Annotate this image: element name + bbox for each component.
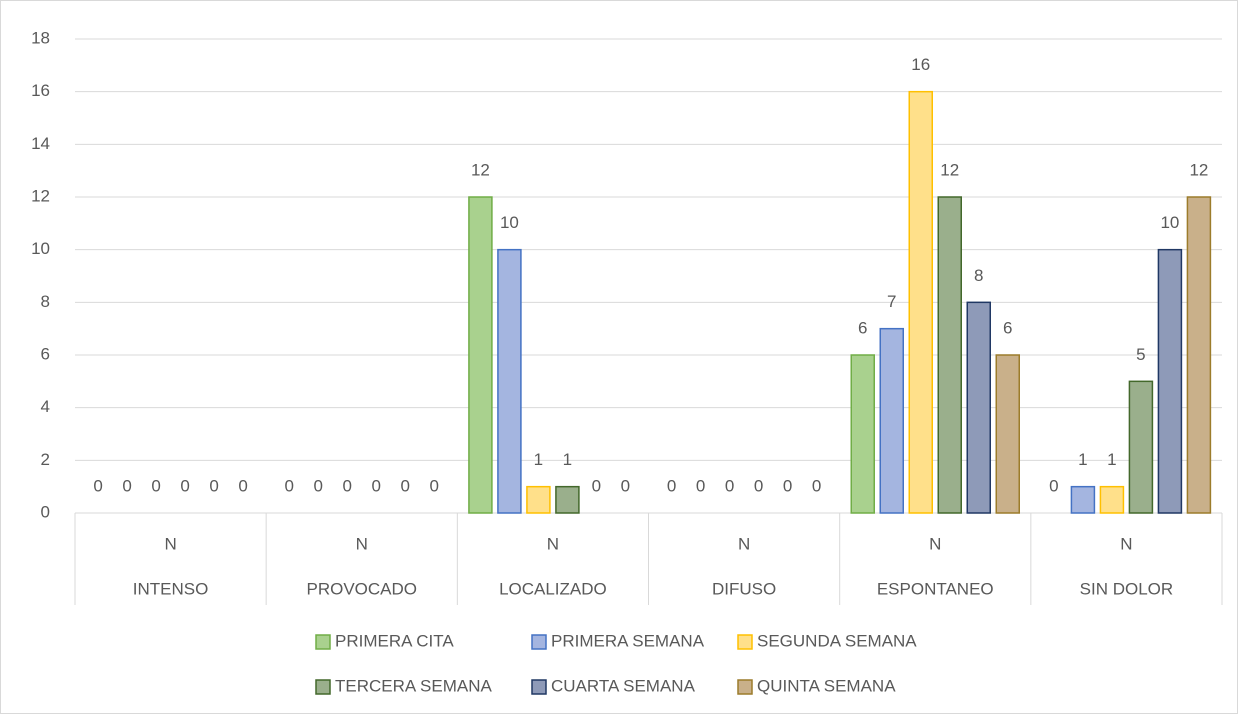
legend-swatch xyxy=(315,679,331,695)
data-label: 1 xyxy=(563,450,572,469)
x-tick-label: N xyxy=(1120,534,1132,553)
bar xyxy=(1099,485,1125,514)
legend-swatch xyxy=(737,679,753,695)
bar xyxy=(908,90,933,514)
bar xyxy=(1186,196,1212,514)
bar xyxy=(995,354,1020,514)
bar xyxy=(937,196,962,514)
x-group-label: LOCALIZADO xyxy=(499,579,607,598)
legend-label: TERCERA SEMANA xyxy=(335,676,492,695)
legend-label: SEGUNDA SEMANA xyxy=(757,631,917,650)
data-label: 0 xyxy=(151,476,160,495)
data-label: 0 xyxy=(122,476,131,495)
data-label: 10 xyxy=(500,213,519,232)
data-label: 0 xyxy=(285,476,294,495)
x-group-label: PROVOCADO xyxy=(306,579,417,598)
y-tick-label: 0 xyxy=(41,502,50,521)
x-group-label: ESPONTANEO xyxy=(877,579,994,598)
y-tick-label: 18 xyxy=(31,28,50,47)
y-tick-label: 8 xyxy=(41,292,50,311)
data-label: 12 xyxy=(940,160,959,179)
x-tick-label: N xyxy=(738,534,750,553)
data-label: 5 xyxy=(1136,345,1145,364)
x-tick-label: N xyxy=(547,534,559,553)
data-label: 0 xyxy=(430,476,439,495)
legend-swatch xyxy=(531,679,547,695)
legend-swatch xyxy=(531,634,547,650)
bar xyxy=(1070,485,1096,514)
legend-label: QUINTA SEMANA xyxy=(757,676,896,695)
x-group-label: DIFUSO xyxy=(712,579,776,598)
data-label: 1 xyxy=(1107,450,1116,469)
legend-label: PRIMERA SEMANA xyxy=(551,631,705,650)
x-tick-label: N xyxy=(164,534,176,553)
y-tick-label: 14 xyxy=(31,134,50,153)
data-label: 12 xyxy=(471,160,490,179)
data-label: 0 xyxy=(1049,476,1058,495)
data-label: 0 xyxy=(725,476,734,495)
data-label: 0 xyxy=(783,476,792,495)
x-group-label: SIN DOLOR xyxy=(1080,579,1174,598)
data-label: 6 xyxy=(1003,318,1012,337)
bar xyxy=(879,327,904,514)
bar xyxy=(526,485,551,514)
x-tick-label: N xyxy=(356,534,368,553)
bar xyxy=(850,354,875,514)
data-label: 0 xyxy=(343,476,352,495)
y-tick-label: 10 xyxy=(31,239,50,258)
bar xyxy=(555,485,580,514)
bar xyxy=(966,301,991,514)
bar xyxy=(1157,248,1183,514)
data-label: 0 xyxy=(592,476,601,495)
data-label: 0 xyxy=(401,476,410,495)
data-label: 0 xyxy=(696,476,705,495)
data-label: 0 xyxy=(93,476,102,495)
bar xyxy=(497,248,522,514)
y-tick-label: 6 xyxy=(41,344,50,363)
data-label: 16 xyxy=(911,55,930,74)
data-label: 6 xyxy=(858,318,867,337)
data-label: 12 xyxy=(1189,160,1208,179)
y-tick-label: 12 xyxy=(31,186,50,205)
data-label: 10 xyxy=(1160,213,1179,232)
bar xyxy=(1128,380,1154,514)
data-label: 0 xyxy=(754,476,763,495)
y-tick-label: 4 xyxy=(41,397,50,416)
data-label: 7 xyxy=(887,292,896,311)
data-label: 0 xyxy=(621,476,630,495)
legend-label: PRIMERA CITA xyxy=(335,631,454,650)
legend-swatch xyxy=(315,634,331,650)
data-label: 1 xyxy=(534,450,543,469)
x-tick-label: N xyxy=(929,534,941,553)
x-group-label: INTENSO xyxy=(133,579,209,598)
legend-label: CUARTA SEMANA xyxy=(551,676,696,695)
y-tick-label: 2 xyxy=(41,450,50,469)
bar xyxy=(468,196,493,514)
data-label: 0 xyxy=(238,476,247,495)
data-label: 0 xyxy=(372,476,381,495)
data-label: 0 xyxy=(812,476,821,495)
data-label: 0 xyxy=(667,476,676,495)
data-label: 0 xyxy=(209,476,218,495)
data-label: 1 xyxy=(1078,450,1087,469)
y-tick-label: 16 xyxy=(31,81,50,100)
data-label: 0 xyxy=(314,476,323,495)
data-label: 8 xyxy=(974,266,983,285)
legend-swatch xyxy=(737,634,753,650)
data-label: 0 xyxy=(180,476,189,495)
